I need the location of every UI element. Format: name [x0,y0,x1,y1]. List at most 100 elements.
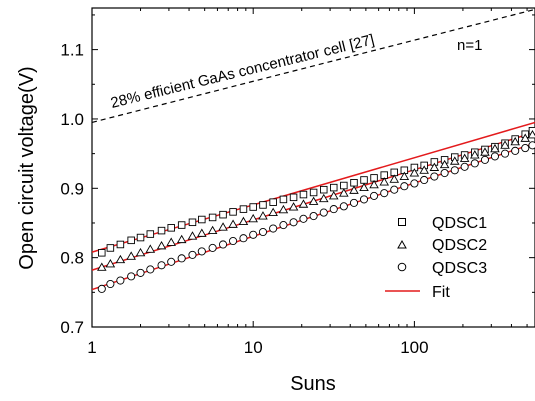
legend-qdsc2-marker [397,239,407,249]
data-point-qdsc3 [106,279,115,289]
annotation-n1: n=1 [457,37,482,54]
data-point-qdsc3 [299,214,308,223]
data-point-qdsc2 [510,136,520,146]
data-point-qdsc1 [299,190,308,199]
data-point-qdsc1 [279,195,288,204]
data-point-qdsc3 [289,218,298,227]
fit-line-qdsc1 [91,121,535,253]
data-point-qdsc3 [239,234,248,243]
data-point-qdsc3 [380,189,389,198]
data-point-qdsc2 [520,133,530,142]
data-point-qdsc3 [229,236,238,246]
data-point-qdsc3 [258,227,268,237]
data-point-qdsc3 [249,230,258,239]
data-point-qdsc1 [329,183,338,192]
data-point-qdsc3 [157,261,166,270]
data-point-qdsc1 [340,181,348,190]
y-tick-label: 1.0 [60,110,84,129]
data-point-qdsc2 [135,247,146,257]
data-point-qdsc3 [420,175,429,185]
data-point-qdsc2 [288,202,299,211]
x-tick-label: 10 [244,338,263,357]
data-point-qdsc2 [248,213,258,223]
data-point-qdsc3 [480,155,490,164]
data-point-qdsc2 [187,231,198,240]
data-point-qdsc3 [127,272,136,281]
data-point-qdsc2 [339,188,349,197]
data-point-qdsc1 [239,205,248,213]
data-point-qdsc1 [269,198,277,206]
x-tick-label: 1 [87,338,96,357]
data-point-qdsc1 [177,221,186,229]
data-point-qdsc3 [116,276,125,285]
data-point-qdsc1 [146,230,155,238]
data-point-qdsc3 [167,257,176,266]
data-point-qdsc1 [320,185,328,194]
data-point-qdsc2 [145,244,156,253]
legend: QDSC1 QDSC2 QDSC3 Fit [385,215,487,301]
data-point-qdsc3 [430,172,439,181]
data-point-qdsc3 [218,240,228,249]
data-point-qdsc2 [126,251,136,260]
data-point-qdsc2 [268,207,278,217]
data-point-qdsc2 [197,228,207,237]
data-point-qdsc1 [289,193,298,202]
data-point-qdsc1 [198,215,206,224]
data-point-qdsc3 [528,141,535,150]
annotation-gaas: 28% efficient GaAs concentrator cell [27… [109,31,376,112]
data-point-qdsc1 [229,208,237,216]
data-point-qdsc2 [500,140,510,149]
y-axis-title: Open circuit voltage(V) [16,66,38,269]
data-point-qdsc1 [249,203,257,211]
data-point-qdsc2 [318,193,329,203]
data-point-qdsc1 [309,188,318,197]
y-tick-label: 0.7 [60,318,84,337]
data-point-qdsc1 [127,236,135,245]
data-point-qdsc2 [258,211,268,220]
data-point-qdsc3 [460,162,469,171]
data-point-qdsc3 [329,205,338,214]
data-point-qdsc1 [98,249,106,257]
data-point-qdsc2 [228,219,238,228]
data-point-qdsc2 [470,150,480,159]
data-point-qdsc2 [156,240,167,250]
data-point-qdsc3 [470,159,479,168]
data-point-qdsc2 [359,182,369,192]
legend-qdsc1-marker [398,218,406,226]
data-point-qdsc3 [136,268,145,277]
data-point-qdsc2 [349,185,359,194]
reference-dashed-line [91,8,535,124]
data-point-qdsc3 [177,254,186,263]
data-point-qdsc3 [269,224,278,233]
data-point-qdsc3 [319,208,328,217]
legend-fit-label: Fit [432,284,450,301]
data-point-qdsc2 [105,258,116,268]
legend-qdsc3-marker [397,262,407,272]
data-point-qdsc2 [409,168,420,177]
data-point-qdsc2 [238,216,249,226]
data-point-qdsc2 [480,147,490,156]
data-point-qdsc2 [459,153,470,162]
data-point-qdsc2 [207,225,218,235]
data-point-qdsc2 [328,191,339,200]
data-point-qdsc3 [188,250,197,259]
data-point-qdsc1 [350,179,358,187]
data-point-qdsc1 [188,218,197,227]
data-point-qdsc1 [136,233,145,242]
data-point-qdsc2 [527,129,535,139]
data-point-qdsc2 [449,156,460,165]
data-point-qdsc3 [208,243,217,252]
data-point-qdsc2 [166,237,176,246]
data-point-qdsc1 [208,213,217,222]
data-point-qdsc3 [339,202,348,211]
data-point-qdsc3 [410,179,419,188]
data-point-qdsc3 [359,195,369,204]
data-point-qdsc1 [106,244,115,252]
data-point-qdsc2 [308,196,319,205]
y-tick-label: 0.9 [60,179,84,198]
data-point-qdsc3 [521,144,530,153]
y-tick-label: 0.8 [60,249,84,268]
data-point-qdsc3 [511,146,520,155]
y-tick-label: 1.1 [60,41,84,60]
data-point-qdsc1 [167,224,175,232]
